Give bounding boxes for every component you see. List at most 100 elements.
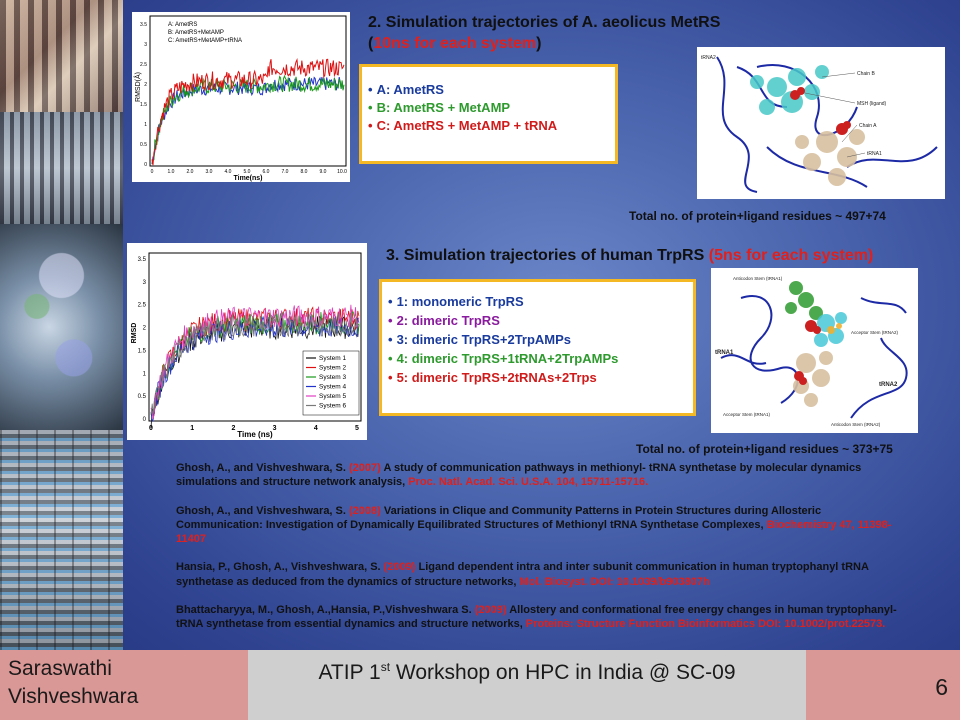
plot2-ytick: 3 (143, 280, 147, 286)
page-number: 6 (935, 674, 948, 700)
plot2-yticks: 3.5 3 2.5 2 1.5 1 0.5 0 (138, 257, 147, 423)
plot2-xtick: 3 (273, 425, 277, 432)
plot1-ytick: 1.5 (140, 102, 147, 108)
mol1-label-chainb: Chain B (857, 71, 875, 77)
mol2-label-acceptor2: Acceptor Stem (tRNA2) (851, 330, 899, 335)
plot1-xtick: 1.0 (168, 169, 175, 175)
plot2-legend-label: System 2 (319, 365, 346, 372)
section3-legend-box: • 1: monomeric TrpRS • 2: dimeric TrpRS • 3… (379, 279, 696, 416)
mol2-label-trna1: tRNA1 (715, 350, 734, 356)
photo-strip (0, 0, 123, 650)
rmsd-plot-metrs-svg: RMSD(Å) 3.5 3 2.5 2 1.5 1 0.5 0 0 1.0 2.0 3.0 4.0 5.… (133, 15, 347, 182)
plot1-yticks: 3.5 3 2.5 2 1.5 1 0.5 0 (140, 22, 147, 168)
trprs-structure-svg: Anticodon Stem (tRNA1) Acceptor Stem (tR… (715, 276, 908, 427)
plot2-series-group (150, 304, 360, 429)
molecule-render-photo (0, 224, 123, 430)
reference-item: Bhattacharyya, M., Ghosh, A.,Hansia, P.,… (176, 604, 897, 631)
section3-legend-item: • 3: dimeric TrpRS+2TrpAMPs (388, 332, 572, 347)
plot2-series-line (150, 304, 360, 420)
plot1-xtick: 9.0 (320, 169, 327, 175)
section2-subheading: (10ns for each system) (368, 35, 542, 52)
rmsd-plot-trprs: RMSD 3.5 3 2.5 2 1.5 1 0.5 0 0 1 2 3 4 5 Time (ns) S… (127, 243, 367, 440)
plot1-xtick: 4.0 (225, 169, 232, 175)
cluster-cables-photo (0, 430, 123, 650)
plot2-xtick: 5 (355, 425, 359, 432)
plot1-legend-a: A: AmetRS (168, 22, 197, 28)
plot1-ytick: 3 (144, 42, 147, 48)
plot1-xticks: 0 1.0 2.0 3.0 4.0 5.0 6.0 7.0 8.0 9.0 10.0 (151, 169, 347, 175)
plot1-legend-c: C: AmetRS+MetAMP+tRNA (168, 38, 242, 44)
trprs-structure-image: Anticodon Stem (tRNA1) Acceptor Stem (tR… (711, 268, 918, 433)
section3-legend-item: • 2: dimeric TrpRS (388, 313, 500, 328)
plot2-xtick: 4 (314, 425, 318, 432)
plot1-ytick: 0 (144, 162, 147, 168)
plot2-xtick: 2 (231, 425, 235, 432)
mol1-label-trna2: tRNA2 (701, 55, 716, 61)
mol1-label-chaina: Chain A (859, 123, 877, 129)
section3-legend-item: • 5: dimeric TrpRS+2tRNAs+2Trps (388, 370, 597, 385)
footer-title-block: ATIP 1st Workshop on HPC in India @ SC-0… (248, 650, 806, 720)
plot2-xlabel: Time (ns) (237, 430, 273, 439)
reference-item: Ghosh, A., and Vishveshwara, S. (2007) A… (176, 462, 862, 489)
plot2-xtick: 0 (149, 425, 153, 432)
plot1-ytick: 1 (144, 122, 147, 128)
section2-legend-item: • C: AmetRS + MetAMP + tRNA (368, 118, 558, 133)
plot2-ytick: 0.5 (138, 394, 147, 400)
plot1-xtick: 2.0 (187, 169, 194, 175)
footer-author-block: Saraswathi Vishveshwara (0, 650, 248, 720)
section2-legend-box: • A: AmetRS • B: AmetRS + MetAMP • C: AmetR… (359, 64, 618, 164)
mol2-label-trna2: tRNA2 (879, 382, 898, 388)
plot1-xtick: 5.0 (244, 169, 251, 175)
plot1-xtick: 10.0 (337, 169, 347, 175)
plot2-ytick: 3.5 (138, 257, 147, 263)
section3-heading: 3. Simulation trajectories of human TrpR… (386, 247, 874, 264)
plot1-ytick: 2.5 (140, 62, 147, 68)
metrs-structure-image: tRNA2 Chain B MSH (ligand) Chain A tRNA1 (697, 47, 945, 199)
server-room-photo (0, 112, 123, 224)
plot2-legend-label: System 3 (319, 374, 346, 381)
plot2-ytick: 1.5 (138, 348, 147, 354)
plot1-xtick: 3.0 (206, 169, 213, 175)
building-photo (0, 0, 123, 112)
plot1-ylabel: RMSD(Å) (133, 72, 142, 102)
reference-item: Ghosh, A., and Vishveshwara, S. (2008) V… (176, 504, 892, 546)
plot2-xtick: 1 (190, 425, 194, 432)
plot2-ytick: 1 (143, 371, 147, 377)
plot1-ytick: 3.5 (140, 22, 147, 28)
plot2-ylabel: RMSD (131, 323, 138, 344)
plot1-xlabel: Time(ns) (233, 175, 262, 182)
mol2-label-anticodon1: Anticodon Stem (tRNA1) (733, 276, 783, 281)
metrs-structure-svg: tRNA2 Chain B MSH (ligand) Chain A tRNA1 (701, 55, 938, 193)
plot2-legend-label: System 5 (319, 393, 346, 400)
plot2-ytick: 2.5 (138, 303, 147, 309)
plot1-legend-b: B: AmetRS+MetAMP (168, 30, 224, 36)
section2-total-residues: Total no. of protein+ligand residues ~ 4… (629, 209, 886, 223)
plot1-xtick: 0 (151, 169, 154, 175)
footer-author: Saraswathi Vishveshwara (8, 657, 139, 708)
plot1-ytick: 0.5 (140, 142, 147, 148)
plot1-series-b (151, 74, 345, 164)
plot1-xtick: 7.0 (282, 169, 289, 175)
plot2-legend-label: System 4 (319, 384, 346, 391)
footer-page-block: 6 (806, 650, 960, 720)
mol2-label-acceptor1: Acceptor Stem (tRNA1) (723, 412, 771, 417)
section2-heading: 2. Simulation trajectories of A. aeolicu… (368, 14, 721, 31)
plot2-series-line (150, 315, 360, 429)
plot2-xticks: 0 1 2 3 4 5 (149, 425, 359, 432)
mol1-label-trna1: tRNA1 (867, 151, 882, 157)
plot1-xtick: 8.0 (301, 169, 308, 175)
reference-item: Hansia, P., Ghosh, A., Vishveshwara, S. … (176, 561, 869, 588)
mol1-label-msh: MSH (ligand) (857, 101, 887, 107)
plot1-ytick: 2 (144, 82, 147, 88)
section2-legend-item: • A: AmetRS (368, 82, 444, 97)
footer-title: ATIP 1st Workshop on HPC in India @ SC-0… (318, 660, 736, 684)
plot2-ytick: 0 (143, 417, 147, 423)
plot2-legend-label: System 6 (319, 403, 346, 410)
rmsd-plot-trprs-svg: RMSD 3.5 3 2.5 2 1.5 1 0.5 0 0 1 2 3 4 5 Time (ns) S… (131, 252, 362, 439)
section2-legend-item: • B: AmetRS + MetAMP (368, 100, 511, 115)
references: Ghosh, A., and Vishveshwara, S. (2007) A… (176, 461, 906, 646)
mol2-label-anticodon2: Anticodon Stem (tRNA2) (831, 422, 881, 427)
section3-total-residues: Total no. of protein+ligand residues ~ 3… (636, 442, 893, 456)
rmsd-plot-metrs: RMSD(Å) 3.5 3 2.5 2 1.5 1 0.5 0 0 1.0 2.0 3.0 4.0 5.… (132, 12, 350, 182)
